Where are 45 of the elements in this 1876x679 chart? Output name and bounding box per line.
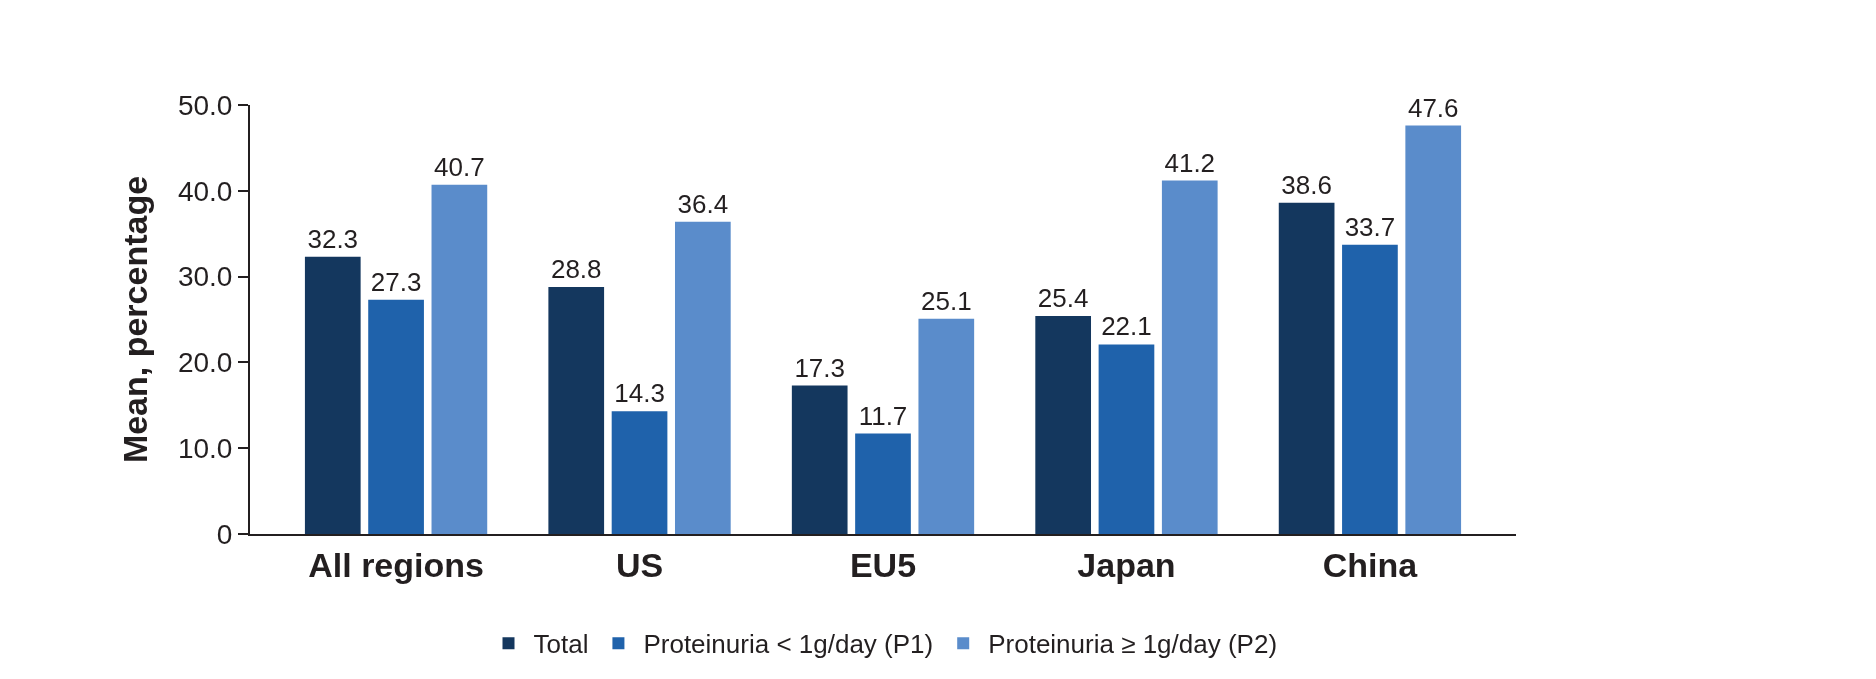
bar xyxy=(431,184,488,534)
y-tick-label: 50.0 xyxy=(177,89,233,121)
y-tick-label: 20.0 xyxy=(177,347,233,379)
data-label: 11.7 xyxy=(858,400,908,431)
bar xyxy=(1161,180,1218,534)
bar xyxy=(1035,316,1092,534)
bar xyxy=(304,256,361,534)
data-label: 25.1 xyxy=(921,285,972,316)
x-tick-label: US xyxy=(615,545,664,584)
data-label: 41.2 xyxy=(1164,147,1216,178)
bar xyxy=(918,318,975,534)
data-label: 25.4 xyxy=(1037,283,1089,314)
data-label: 38.6 xyxy=(1281,169,1332,200)
legend-label: Total xyxy=(533,629,589,660)
data-label: 33.7 xyxy=(1344,211,1396,242)
y-tick-label: 40.0 xyxy=(177,175,233,207)
data-label: 28.8 xyxy=(550,253,602,284)
bar xyxy=(611,411,668,534)
data-label: 36.4 xyxy=(677,188,729,219)
bar xyxy=(855,433,911,534)
x-tick-label: EU5 xyxy=(849,545,917,584)
legend-label: Proteinuria < 1g/day (P1) xyxy=(643,629,934,660)
data-label: 22.1 xyxy=(1101,311,1152,342)
bar xyxy=(1278,202,1335,534)
y-axis-title: Mean, percentage xyxy=(116,175,154,464)
bar xyxy=(548,286,605,534)
x-tick-label: Japan xyxy=(1077,545,1176,584)
data-label: 40.7 xyxy=(434,151,485,182)
data-label: 27.3 xyxy=(370,266,422,297)
bar xyxy=(674,221,731,534)
x-tick-label: All regions xyxy=(308,545,484,584)
bar xyxy=(791,385,848,534)
y-tick-label: 30.0 xyxy=(177,261,233,293)
bar xyxy=(368,299,424,534)
y-tick-label: 0 xyxy=(216,518,233,550)
bar xyxy=(1098,344,1155,534)
legend-label: Proteinuria ≥ 1g/day (P2) xyxy=(988,629,1278,660)
data-label: 17.3 xyxy=(794,352,845,383)
data-label: 47.6 xyxy=(1407,92,1459,123)
bar xyxy=(1342,244,1398,534)
data-label: 32.3 xyxy=(307,223,359,254)
bar xyxy=(1405,125,1462,534)
y-tick-label: 10.0 xyxy=(177,433,233,464)
data-label: 14.3 xyxy=(614,378,665,409)
x-tick-label: China xyxy=(1322,545,1419,584)
